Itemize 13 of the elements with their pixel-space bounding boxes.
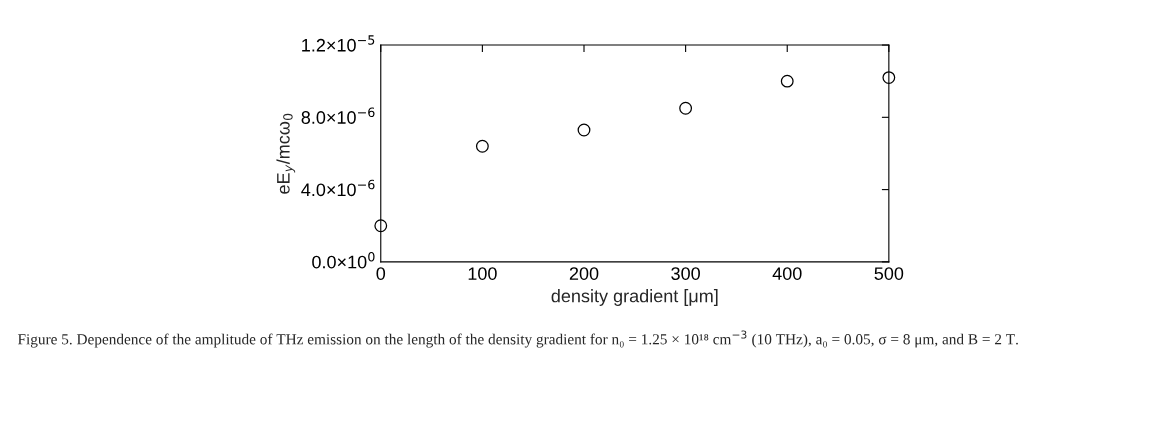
y-tick-label: 8.0×10$^{−6}$: [301, 107, 375, 124]
x-tick-label: 400: [772, 267, 802, 280]
y-tick-label: 4.0×10$^{−6}$: [301, 179, 375, 197]
caption: Figure 5. Dependence of the amplitude of THz emission on the length of the density gradient for n₀ = 1.25 × 10¹⁸ cm$^{−3}$ (10 THz), a₀ = 0.05, σ = 8 μm, and B = 2 T.: [17, 330, 1018, 348]
x-tick-label: 500: [874, 267, 904, 280]
y-tick-label: 1.2×10$^{−5}$: [302, 35, 375, 52]
x-tick-label: 100: [468, 267, 497, 280]
y-axis-title: eE$_{y}$/mcω$_{0}$: [276, 113, 296, 194]
x-tick-label: 300: [671, 267, 700, 280]
x-tick-label: 200: [569, 267, 599, 280]
y-tick-label: 0.0×10$^{0}$: [312, 251, 375, 269]
x-tick-label: 0: [376, 267, 386, 280]
x-axis-title: density gradient [μm]: [551, 289, 718, 306]
